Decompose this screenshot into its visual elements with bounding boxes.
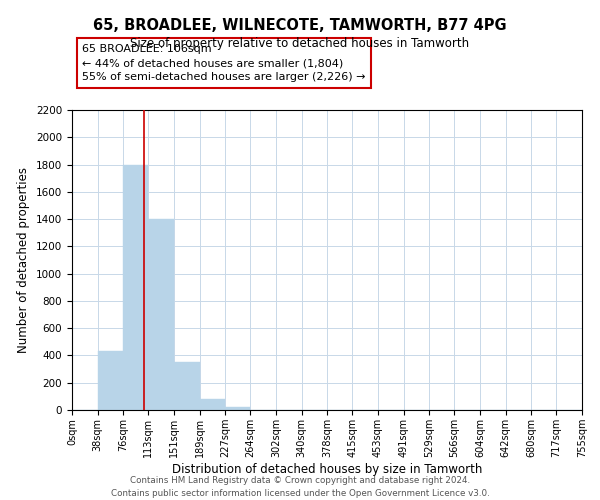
Text: Contains HM Land Registry data © Crown copyright and database right 2024.: Contains HM Land Registry data © Crown c… (130, 476, 470, 485)
Bar (124, 164, 148, 410)
Text: Contains public sector information licensed under the Open Government Licence v3: Contains public sector information licen… (110, 489, 490, 498)
Bar (98, 352, 124, 410)
Bar (174, 362, 200, 410)
Bar (148, 219, 174, 410)
Bar (226, 406, 250, 410)
Text: Size of property relative to detached houses in Tamworth: Size of property relative to detached ho… (130, 38, 470, 51)
X-axis label: Distribution of detached houses by size in Tamworth: Distribution of detached houses by size … (172, 462, 482, 475)
Text: 65 BROADLEE: 106sqm
← 44% of detached houses are smaller (1,804)
55% of semi-det: 65 BROADLEE: 106sqm ← 44% of detached ho… (82, 44, 366, 82)
Bar (200, 399, 226, 410)
Y-axis label: Number of detached properties: Number of detached properties (17, 167, 31, 353)
Text: 65, BROADLEE, WILNECOTE, TAMWORTH, B77 4PG: 65, BROADLEE, WILNECOTE, TAMWORTH, B77 4… (93, 18, 507, 32)
